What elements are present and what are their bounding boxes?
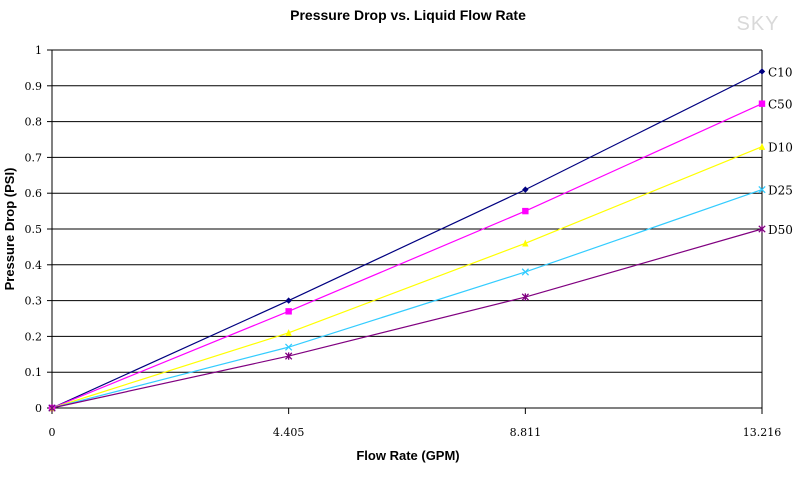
series-line-d50 [51, 228, 763, 409]
y-tick-label: 0.6 [25, 187, 43, 200]
series-label-d50: D50 [768, 223, 793, 237]
marker-c50 [522, 207, 529, 215]
series-lines [51, 70, 763, 409]
y-tick-label: 1 [35, 44, 42, 57]
x-tick-label: 0 [49, 426, 56, 439]
x-axis-title: Flow Rate (GPM) [356, 448, 459, 463]
marker-c50 [758, 100, 766, 107]
x-tick-label: 8.811 [510, 426, 542, 439]
marker-d25 [758, 185, 766, 194]
series-line-c50 [51, 103, 763, 409]
marker-c10 [522, 186, 529, 193]
series-markers [48, 68, 766, 412]
series-label-c50: C50 [768, 98, 792, 112]
series-line-d10 [51, 146, 763, 409]
marker-d25 [521, 268, 530, 276]
series-label-c10: C10 [768, 65, 792, 79]
marker-c50 [285, 308, 292, 315]
series-line-d25 [51, 189, 763, 409]
marker-d25 [284, 343, 293, 351]
series-labels: C10 C50 D10 D25 D50 [768, 65, 793, 237]
marker-c10 [285, 297, 292, 304]
y-tick-label: 0.1 [25, 366, 43, 379]
marker-d10 [758, 142, 766, 150]
y-tick-label: 0.2 [25, 330, 43, 343]
watermark-text: SKY [736, 13, 779, 35]
axes [47, 49, 763, 414]
y-tick-label: 0.7 [25, 151, 43, 164]
grid-lines [52, 49, 762, 373]
chart-title: Pressure Drop vs. Liquid Flow Rate [290, 7, 526, 23]
y-tick-label: 0 [35, 402, 42, 415]
marker-d10 [285, 329, 292, 337]
series-label-d10: D10 [768, 141, 793, 155]
x-tick-label: 13.216 [743, 426, 782, 439]
x-tick-labels: 0 4.405 8.811 13.216 [49, 426, 782, 439]
marker-c10 [758, 68, 766, 75]
series-label-d25: D25 [768, 184, 793, 198]
y-tick-label: 0.3 [25, 295, 43, 308]
marker-d50 [48, 404, 56, 412]
y-tick-label: 0.5 [25, 223, 43, 236]
marker-d50 [521, 293, 530, 301]
marker-d50 [284, 352, 293, 360]
series-line-c10 [51, 70, 763, 409]
y-tick-label: 0.9 [25, 80, 43, 93]
x-tick-label: 4.405 [273, 426, 305, 439]
y-axis-title: Pressure Drop (PSI) [2, 168, 17, 291]
y-tick-labels: 0 0.1 0.2 0.3 0.4 0.5 0.6 0.7 0.8 0.9 1 [25, 44, 43, 415]
y-tick-label: 0.8 [25, 116, 43, 129]
marker-d50 [758, 225, 766, 233]
marker-d10 [522, 239, 529, 247]
y-tick-label: 0.4 [25, 259, 43, 272]
